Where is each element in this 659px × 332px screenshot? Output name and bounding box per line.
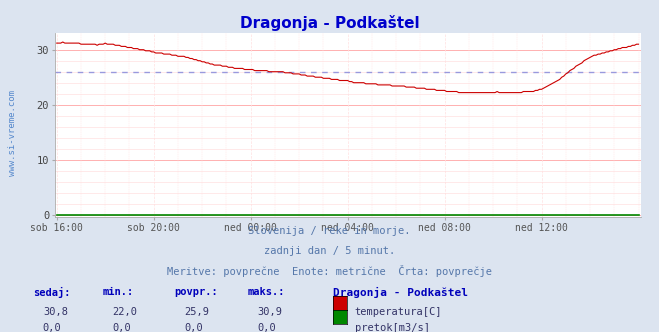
Text: temperatura[C]: temperatura[C] xyxy=(355,307,442,317)
Text: sedaj:: sedaj: xyxy=(33,287,71,298)
Text: povpr.:: povpr.: xyxy=(175,287,218,297)
Text: 25,9: 25,9 xyxy=(185,307,210,317)
Text: Slovenija / reke in morje.: Slovenija / reke in morje. xyxy=(248,226,411,236)
Text: www.si-vreme.com: www.si-vreme.com xyxy=(8,90,17,176)
Text: zadnji dan / 5 minut.: zadnji dan / 5 minut. xyxy=(264,246,395,256)
Text: maks.:: maks.: xyxy=(247,287,285,297)
Text: 22,0: 22,0 xyxy=(112,307,137,317)
Text: Dragonja - Podkaštel: Dragonja - Podkaštel xyxy=(240,15,419,31)
Text: 30,8: 30,8 xyxy=(43,307,68,317)
Text: min.:: min.: xyxy=(102,287,133,297)
Text: 0,0: 0,0 xyxy=(185,323,203,332)
Text: 0,0: 0,0 xyxy=(43,323,61,332)
Text: 0,0: 0,0 xyxy=(257,323,275,332)
Text: Dragonja - Podkaštel: Dragonja - Podkaštel xyxy=(333,287,468,298)
Text: 0,0: 0,0 xyxy=(112,323,130,332)
Text: 30,9: 30,9 xyxy=(257,307,282,317)
Text: Meritve: povprečne  Enote: metrične  Črta: povprečje: Meritve: povprečne Enote: metrične Črta:… xyxy=(167,265,492,277)
Text: pretok[m3/s]: pretok[m3/s] xyxy=(355,323,430,332)
